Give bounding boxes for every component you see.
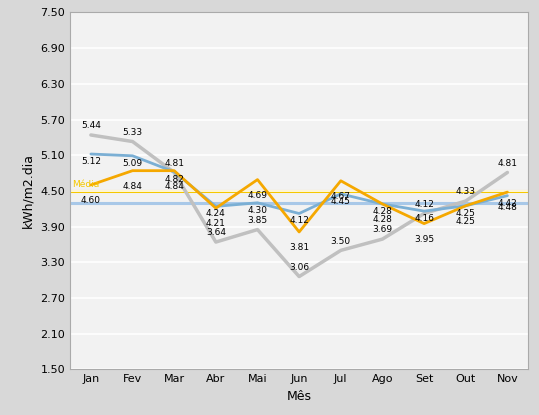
Text: 4.84: 4.84 [122, 182, 142, 191]
Text: 4.12: 4.12 [414, 200, 434, 209]
Text: 3.81: 3.81 [289, 243, 309, 252]
Text: 5.44: 5.44 [81, 121, 101, 130]
Text: 4.16: 4.16 [414, 214, 434, 223]
Text: 4.81: 4.81 [497, 159, 517, 168]
Text: 4.21: 4.21 [206, 220, 226, 228]
Text: 4.28: 4.28 [372, 215, 392, 224]
Text: 3.50: 3.50 [331, 237, 351, 246]
Text: 4.28: 4.28 [372, 207, 392, 216]
Text: 4.67: 4.67 [331, 192, 351, 201]
Text: 4.25: 4.25 [456, 209, 476, 218]
Text: 3.64: 3.64 [206, 228, 226, 237]
Text: 5.09: 5.09 [122, 159, 143, 168]
Text: 4.12: 4.12 [289, 217, 309, 225]
X-axis label: Mês: Mês [287, 390, 312, 403]
Text: 3.95: 3.95 [414, 235, 434, 244]
Text: 4.33: 4.33 [456, 187, 476, 196]
Text: 4.84: 4.84 [164, 182, 184, 191]
Text: 4.69: 4.69 [247, 191, 267, 200]
Text: 4.48: 4.48 [497, 203, 517, 212]
Text: Média: Média [72, 180, 99, 188]
Text: 4.60: 4.60 [81, 196, 101, 205]
Text: 3.06: 3.06 [289, 263, 309, 272]
Text: 4.24: 4.24 [206, 209, 226, 218]
Text: 5.12: 5.12 [81, 157, 101, 166]
Text: 4.82: 4.82 [164, 175, 184, 184]
Text: 3.69: 3.69 [372, 225, 392, 234]
Text: 4.45: 4.45 [331, 197, 351, 206]
Text: 5.33: 5.33 [122, 128, 143, 137]
Y-axis label: kWh/m2.dia: kWh/m2.dia [22, 154, 35, 228]
Text: 4.25: 4.25 [456, 217, 476, 226]
Text: 4.42: 4.42 [497, 199, 517, 208]
Text: 4.30: 4.30 [247, 206, 267, 215]
Text: 4.81: 4.81 [164, 159, 184, 168]
Text: 3.85: 3.85 [247, 216, 267, 225]
